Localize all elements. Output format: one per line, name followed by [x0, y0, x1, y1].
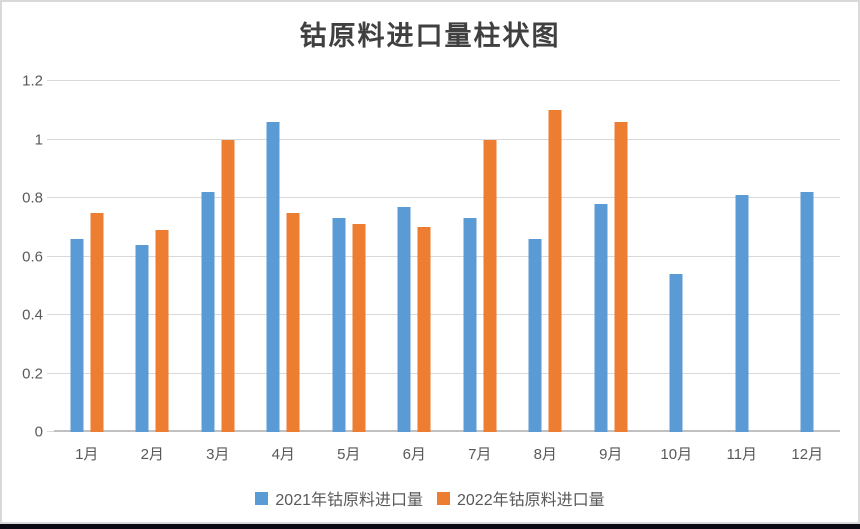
bar-group: 5月: [316, 81, 382, 463]
gridline: [54, 138, 840, 140]
y-axis-tick: [47, 372, 54, 374]
bar: [463, 218, 477, 432]
legend-item: 2022年钴原料进口量: [437, 486, 605, 510]
bar-pair: [135, 230, 169, 432]
y-axis-tick-label: 0.8: [22, 189, 43, 207]
bar: [70, 238, 84, 432]
gridline: [54, 197, 840, 198]
x-axis-label: 7月: [468, 446, 492, 463]
bar: [528, 238, 542, 432]
bar: [155, 230, 169, 432]
x-axis-label: 12月: [791, 446, 824, 463]
x-axis-label: 2月: [140, 446, 164, 463]
bar: [483, 139, 497, 432]
y-axis-tick-label: 0.6: [22, 248, 43, 265]
legend-item: 2021年钴原料进口量: [255, 486, 423, 510]
bar-group: 6月: [382, 81, 448, 463]
bar-pair: [332, 218, 366, 432]
y-axis-tick: [47, 138, 54, 140]
bar-group: 7月: [447, 81, 513, 463]
bar: [90, 212, 104, 432]
legend: 2021年钴原料进口量 2022年钴原料进口量: [2, 486, 858, 510]
x-axis-label: 3月: [206, 446, 230, 463]
bar-group: 8月: [513, 81, 579, 463]
y-axis-tick-label: 1.2: [22, 72, 43, 90]
legend-swatch-icon: [437, 491, 450, 505]
bar-group: 12月: [775, 81, 841, 463]
x-axis-label: 1月: [75, 446, 99, 463]
bars-layer: 1月 2月 3月 4月 5月 6月 7月 8月 9月 10月 11月 12月: [54, 81, 841, 463]
legend-label: 2022年钴原料进口量: [457, 492, 605, 509]
x-axis-label: 9月: [599, 446, 623, 463]
gridline: [54, 314, 840, 315]
bar-group: 9月: [578, 81, 644, 463]
bottom-edge-bar: [0, 524, 860, 529]
bar-pair: [669, 274, 683, 432]
bar: [266, 121, 280, 432]
bar: [286, 212, 300, 432]
bar: [669, 274, 683, 432]
bar-group: 2月: [120, 81, 186, 463]
x-axis-label: 5月: [337, 446, 361, 463]
y-axis-tick: [47, 197, 54, 198]
y-axis-tick: [47, 314, 54, 315]
chart-title: 钴原料进口量柱状图: [299, 21, 561, 52]
x-axis-label: 6月: [402, 446, 426, 463]
bar-pair: [266, 121, 300, 432]
bar: [221, 139, 235, 432]
bar-pair: [528, 110, 562, 432]
bar-pair: [397, 206, 431, 432]
bar: [352, 224, 366, 432]
bar-group: 10月: [644, 81, 710, 463]
y-axis-tick-label: 0.2: [22, 365, 43, 382]
gridline: [54, 255, 840, 257]
bar-pair: [735, 195, 749, 432]
bar: [332, 218, 346, 432]
bar: [800, 192, 814, 432]
bar: [135, 244, 149, 432]
x-axis-label: 8月: [533, 446, 557, 463]
bar-group: 11月: [709, 81, 775, 463]
y-axis-tick: [47, 431, 54, 432]
bar-pair: [594, 121, 628, 432]
bar: [548, 110, 562, 432]
y-axis-tick-label: 0: [34, 423, 43, 441]
bar-group: 4月: [251, 81, 317, 463]
bar-pair: [800, 192, 814, 432]
plot-area: 0 0.2 0.4 0.6 0.8 1 1.2 1月 2月 3月 4月 5月 6月 7月 8月 9月 10月 11…: [22, 73, 841, 463]
bar: [417, 227, 431, 432]
bar-group: 1月: [54, 81, 120, 463]
bar-pair: [463, 139, 497, 432]
y-axis-tick: [47, 255, 54, 257]
legend-label: 2021年钴原料进口量: [275, 492, 423, 509]
legend-swatch-icon: [255, 491, 269, 505]
x-axis-label: 11月: [726, 446, 758, 463]
gridline: [54, 80, 840, 81]
y-axis-tick-label: 0.4: [22, 306, 43, 324]
bar: [201, 192, 215, 432]
gridline: [54, 372, 840, 374]
bar: [397, 206, 411, 432]
x-axis-label: 4月: [271, 446, 295, 463]
x-axis-line: [54, 430, 840, 432]
x-axis-label: 10月: [660, 446, 693, 463]
bar-group: 3月: [185, 81, 251, 463]
y-axis-tick-label: 1: [34, 131, 43, 148]
bar-pair: [70, 212, 104, 432]
bar: [614, 121, 628, 432]
y-axis-tick: [47, 80, 54, 81]
bar: [594, 203, 608, 432]
bar: [735, 195, 749, 432]
bar-pair: [201, 139, 235, 432]
